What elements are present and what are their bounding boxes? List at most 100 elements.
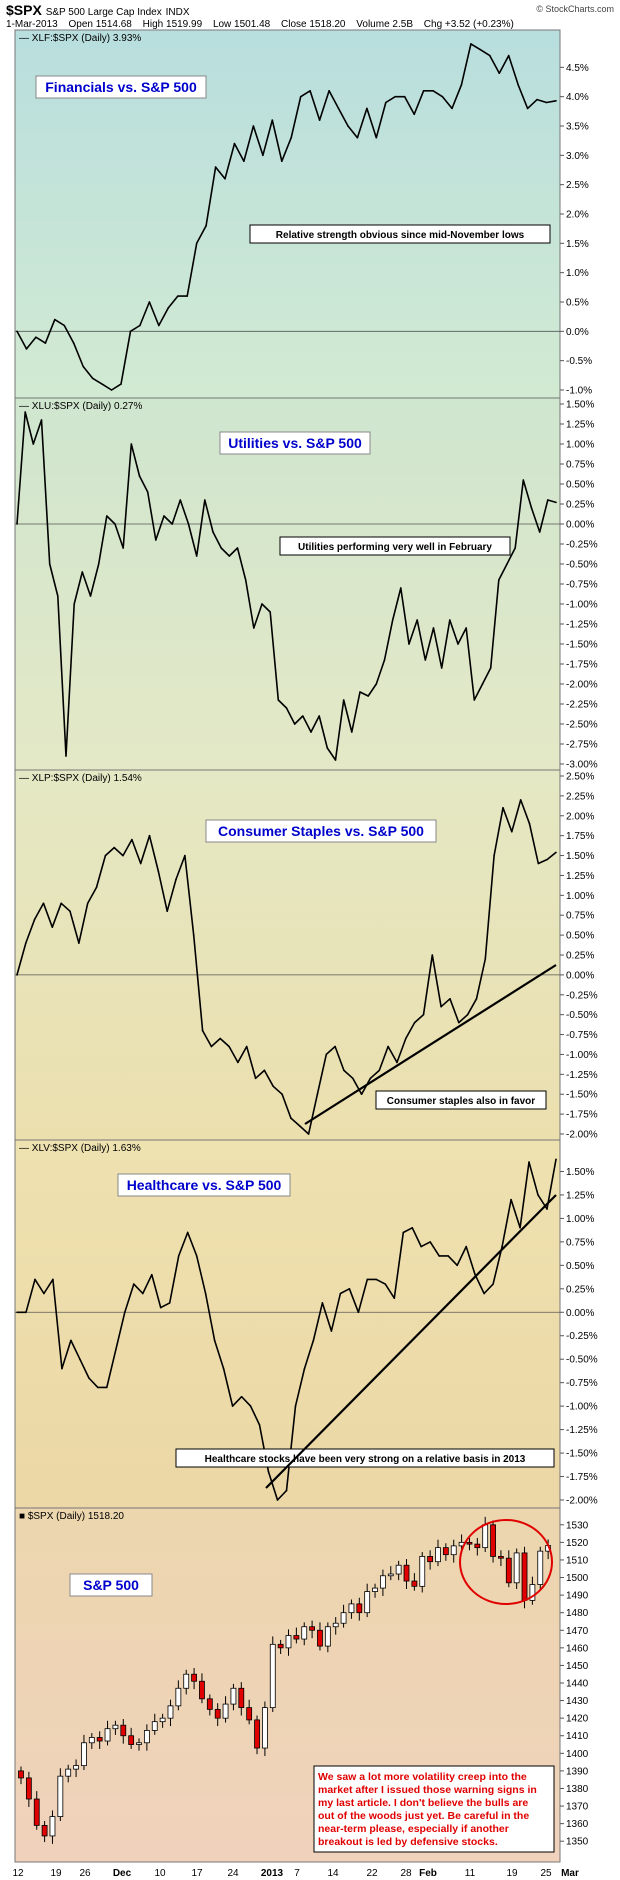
- y-tick-label: 1510: [566, 1555, 589, 1566]
- data-point: [81, 571, 84, 573]
- y-tick-label: 0.75%: [566, 1237, 594, 1248]
- data-point: [115, 1349, 117, 1351]
- data-point: [303, 1367, 306, 1370]
- data-point: [228, 1045, 230, 1048]
- data-point: [263, 1069, 266, 1072]
- y-tick-label: -0.50%: [566, 1010, 598, 1021]
- data-point: [337, 107, 340, 110]
- candle: [466, 1537, 473, 1551]
- data-point: [269, 611, 271, 613]
- data-point: [184, 854, 186, 857]
- candle: [96, 1731, 103, 1749]
- y-tick-label: 1460: [566, 1643, 589, 1654]
- data-point: [309, 90, 311, 92]
- candle: [529, 1576, 536, 1605]
- data-point: [510, 1198, 512, 1201]
- data-point: [307, 1133, 310, 1135]
- data-point: [318, 119, 321, 121]
- y-tick-label: 1480: [566, 1608, 589, 1619]
- data-point: [321, 1302, 324, 1304]
- data-point: [177, 1255, 180, 1257]
- y-tick-label: -1.25%: [566, 620, 598, 631]
- data-point: [555, 99, 557, 102]
- data-point: [79, 1358, 81, 1360]
- y-tick-label: 1.50%: [566, 851, 594, 862]
- data-point: [456, 1264, 458, 1267]
- annotation-text: Relative strength obvious since mid-Nove…: [276, 230, 525, 241]
- data-point: [222, 1367, 225, 1370]
- data-point: [378, 1069, 381, 1072]
- data-point: [16, 974, 18, 976]
- data-point: [537, 862, 540, 865]
- candle: [246, 1699, 253, 1725]
- data-point: [82, 365, 84, 368]
- data-point: [334, 1045, 336, 1048]
- data-point: [155, 539, 157, 541]
- candle: [364, 1583, 371, 1618]
- data-point: [73, 603, 75, 605]
- data-point: [312, 1339, 315, 1342]
- data-point: [290, 1117, 292, 1119]
- y-tick-label: -1.75%: [566, 660, 598, 671]
- data-point: [43, 1292, 45, 1295]
- y-tick-label: 1420: [566, 1714, 589, 1725]
- y-tick-label: -0.25%: [566, 990, 598, 1001]
- annotation-text: Consumer staples also in favor: [387, 1096, 535, 1107]
- y-tick-label: -1.75%: [566, 1110, 598, 1121]
- candle: [474, 1537, 481, 1556]
- data-point: [244, 579, 247, 581]
- y-tick-label: 0.25%: [566, 1284, 594, 1295]
- data-point: [328, 90, 330, 92]
- data-point: [493, 854, 495, 857]
- candle: [450, 1539, 457, 1563]
- data-point: [547, 499, 549, 501]
- candle: [57, 1768, 64, 1821]
- y-tick-label: 0.00%: [566, 970, 594, 981]
- data-point: [175, 878, 177, 881]
- series-line: [16, 799, 557, 1135]
- credit: © StockCharts.com: [536, 4, 614, 14]
- panel-title-box: [69, 1573, 153, 1597]
- data-point: [367, 695, 369, 697]
- x-tick-label: 2013: [261, 1868, 284, 1879]
- annotation-box: [279, 536, 511, 556]
- x-tick-label: 12: [12, 1868, 24, 1879]
- data-point: [383, 659, 386, 661]
- y-tick-label: 1520: [566, 1538, 589, 1549]
- x-tick-label: 25: [540, 1868, 552, 1879]
- panel-title: Consumer Staples vs. S&P 500: [218, 823, 424, 839]
- data-point: [466, 1013, 469, 1016]
- data-point: [78, 942, 80, 944]
- y-tick-label: -1.25%: [566, 1425, 598, 1436]
- data-point: [237, 1061, 239, 1064]
- data-point: [384, 101, 387, 104]
- data-point: [192, 934, 195, 936]
- data-point: [343, 1069, 345, 1072]
- data-point: [114, 523, 116, 525]
- data-point: [438, 1255, 441, 1257]
- candle: [167, 1699, 174, 1727]
- candle: [498, 1550, 504, 1567]
- candle: [261, 1701, 268, 1756]
- data-point: [60, 902, 62, 905]
- change: Chg +3.52 (+0.23%): [423, 19, 514, 30]
- data-point: [139, 862, 142, 865]
- x-tick-label: Mar: [561, 1868, 579, 1879]
- data-point: [293, 723, 296, 725]
- trendline-staples: [304, 964, 557, 1125]
- data-point: [262, 154, 264, 157]
- candle: [73, 1759, 79, 1778]
- data-point: [129, 330, 132, 333]
- data-point: [69, 910, 71, 913]
- data-point: [285, 1489, 288, 1492]
- y-tick-label: 1.25%: [566, 420, 594, 431]
- y-tick-label: -2.00%: [566, 680, 598, 691]
- data-point: [357, 1311, 360, 1314]
- data-point: [316, 1093, 319, 1096]
- data-point: [271, 119, 274, 121]
- y-tick-label: 1400: [566, 1749, 589, 1760]
- data-point: [97, 1386, 99, 1389]
- data-point: [277, 699, 280, 701]
- data-point: [302, 715, 304, 717]
- series-legend: ■ $SPX (Daily) 1518.20: [19, 1511, 124, 1522]
